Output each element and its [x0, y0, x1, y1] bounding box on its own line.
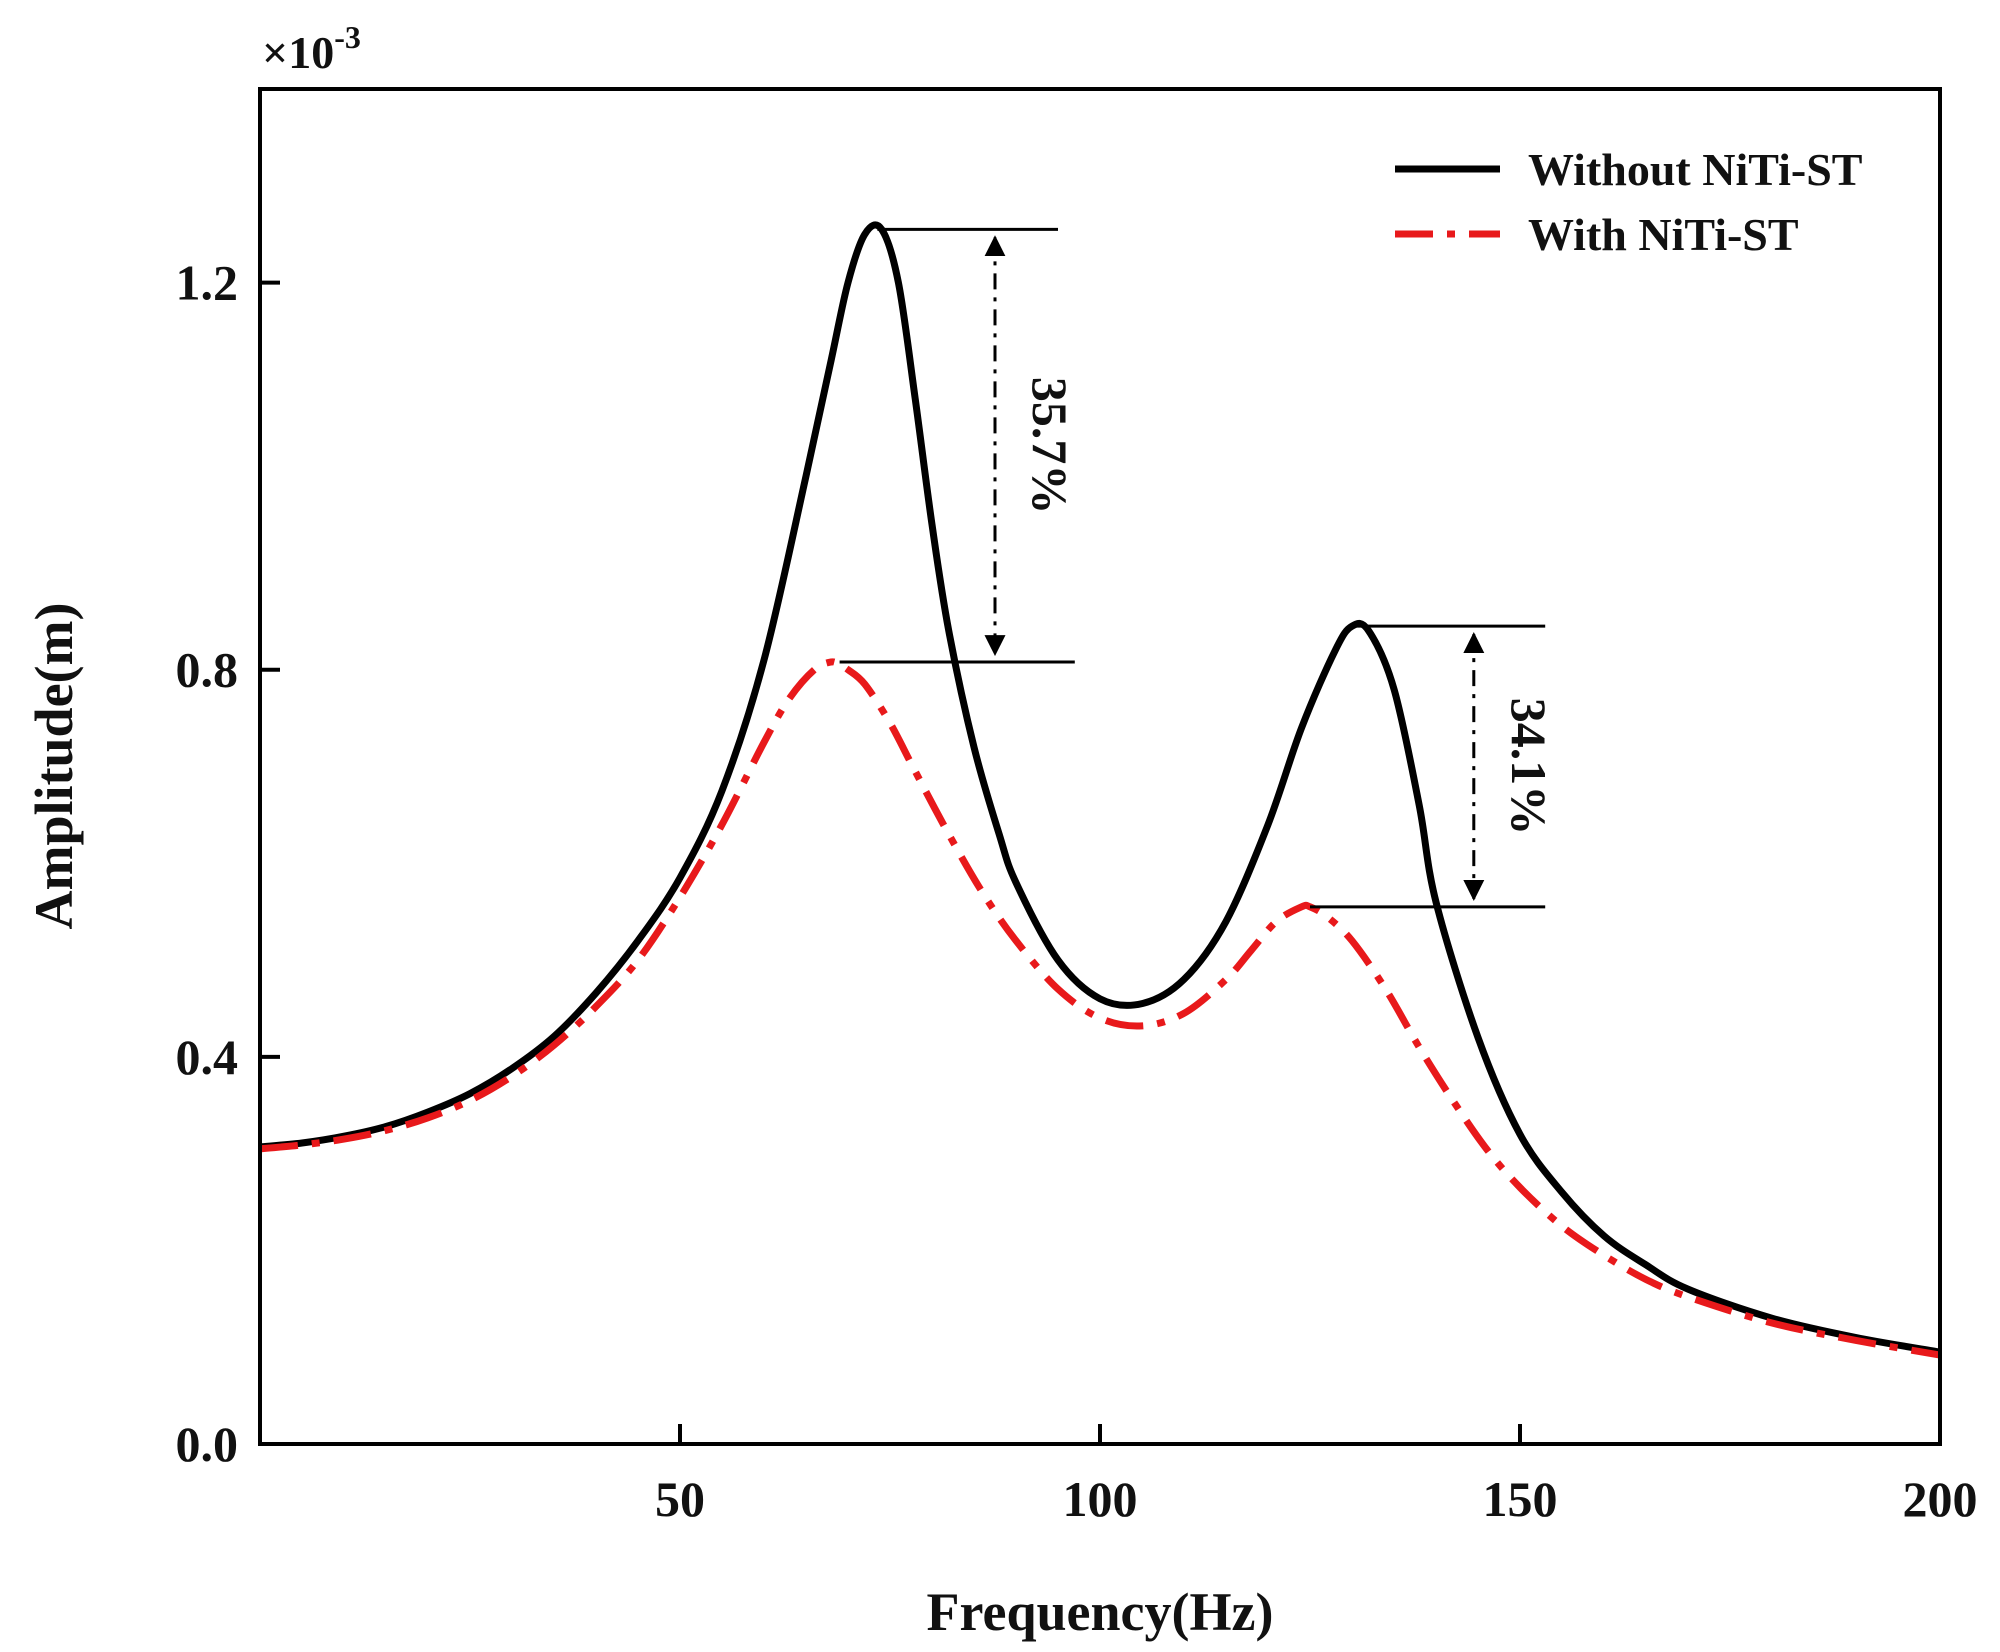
reduction-annotations: 35.7% 34.1%: [839, 227, 1557, 909]
annotation-reduction-label: 34.1%: [1501, 698, 1557, 836]
series-line-without-niti-st: [260, 221, 1940, 1356]
legend: Without NiTi-ST With NiTi-ST: [1395, 144, 1862, 260]
x-tick-label: 200: [1903, 1471, 1978, 1527]
x-tick-label: 150: [1483, 1471, 1558, 1527]
x-tick-label: 100: [1063, 1471, 1138, 1527]
y-tick-label: 1.2: [176, 255, 239, 311]
x-axis: 50 100 150 200: [655, 1424, 1978, 1527]
annotation-reduction-label: 35.7%: [1022, 377, 1078, 515]
y-scale-multiplier: ×10-3: [262, 19, 361, 78]
legend-label-with-niti-st: With NiTi-ST: [1528, 209, 1799, 260]
y-tick-label: 0.4: [176, 1029, 239, 1085]
series-line-with-niti-st: [260, 658, 1940, 1359]
y-axis-title: Amplitude(m): [24, 603, 84, 930]
y-tick-label: 0.8: [176, 642, 239, 698]
plot-frame: [258, 87, 1942, 1446]
x-axis-title: Frequency(Hz): [927, 1582, 1274, 1642]
x-tick-label: 50: [655, 1471, 705, 1527]
y-axis: 0.0 0.4 0.8 1.2: [176, 255, 280, 1472]
legend-label-without-niti-st: Without NiTi-ST: [1528, 144, 1862, 195]
y-tick-label: 0.0: [176, 1416, 239, 1472]
